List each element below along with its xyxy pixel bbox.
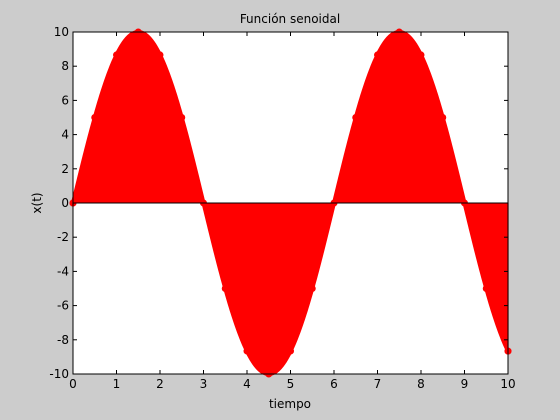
chart-title: Función senoidal bbox=[240, 12, 340, 26]
y-tick-label: -8 bbox=[57, 333, 69, 347]
x-axis-label: tiempo bbox=[269, 397, 311, 411]
ticks-layer: 0 1 2 3 4 5 6 7 8 9 10 -10 -8 -6 -4 -2 0 2 4 6 8 10 bbox=[49, 25, 515, 391]
data-point bbox=[439, 114, 447, 121]
data-point bbox=[352, 114, 360, 121]
x-tick-label: 9 bbox=[461, 377, 469, 391]
data-point bbox=[156, 51, 164, 59]
data-point bbox=[287, 347, 294, 355]
data-point bbox=[482, 285, 490, 292]
y-tick-label: 2 bbox=[61, 162, 69, 176]
y-tick-label: -6 bbox=[57, 299, 69, 313]
data-point bbox=[243, 347, 251, 355]
y-tick-label: 10 bbox=[54, 25, 69, 39]
data-point bbox=[417, 51, 425, 59]
data-point bbox=[91, 114, 99, 121]
x-tick-label: 4 bbox=[243, 377, 251, 391]
x-tick-label: 3 bbox=[200, 377, 208, 391]
y-tick-label: -10 bbox=[49, 367, 69, 381]
x-tick-label: 8 bbox=[417, 377, 425, 391]
y-tick-label: 8 bbox=[61, 59, 69, 73]
x-tick-label: 7 bbox=[374, 377, 382, 391]
y-tick-label: -2 bbox=[57, 230, 69, 244]
data-point bbox=[178, 114, 186, 121]
y-tick-label: 0 bbox=[61, 196, 69, 210]
data-point bbox=[374, 51, 381, 59]
x-tick-label: 0 bbox=[69, 377, 77, 391]
y-axis-label: x(t) bbox=[30, 192, 44, 213]
y-tick-label: 6 bbox=[61, 93, 69, 107]
data-point bbox=[308, 285, 316, 292]
y-tick-label: 4 bbox=[61, 128, 69, 142]
x-tick-label: 6 bbox=[330, 377, 338, 391]
data-point bbox=[221, 285, 229, 292]
x-tick-label: 10 bbox=[500, 377, 515, 391]
x-tick-label: 2 bbox=[156, 377, 164, 391]
data-point bbox=[113, 51, 120, 59]
x-tick-label: 1 bbox=[113, 377, 121, 391]
x-tick-label: 5 bbox=[287, 377, 295, 391]
y-tick-label: -4 bbox=[57, 264, 69, 278]
